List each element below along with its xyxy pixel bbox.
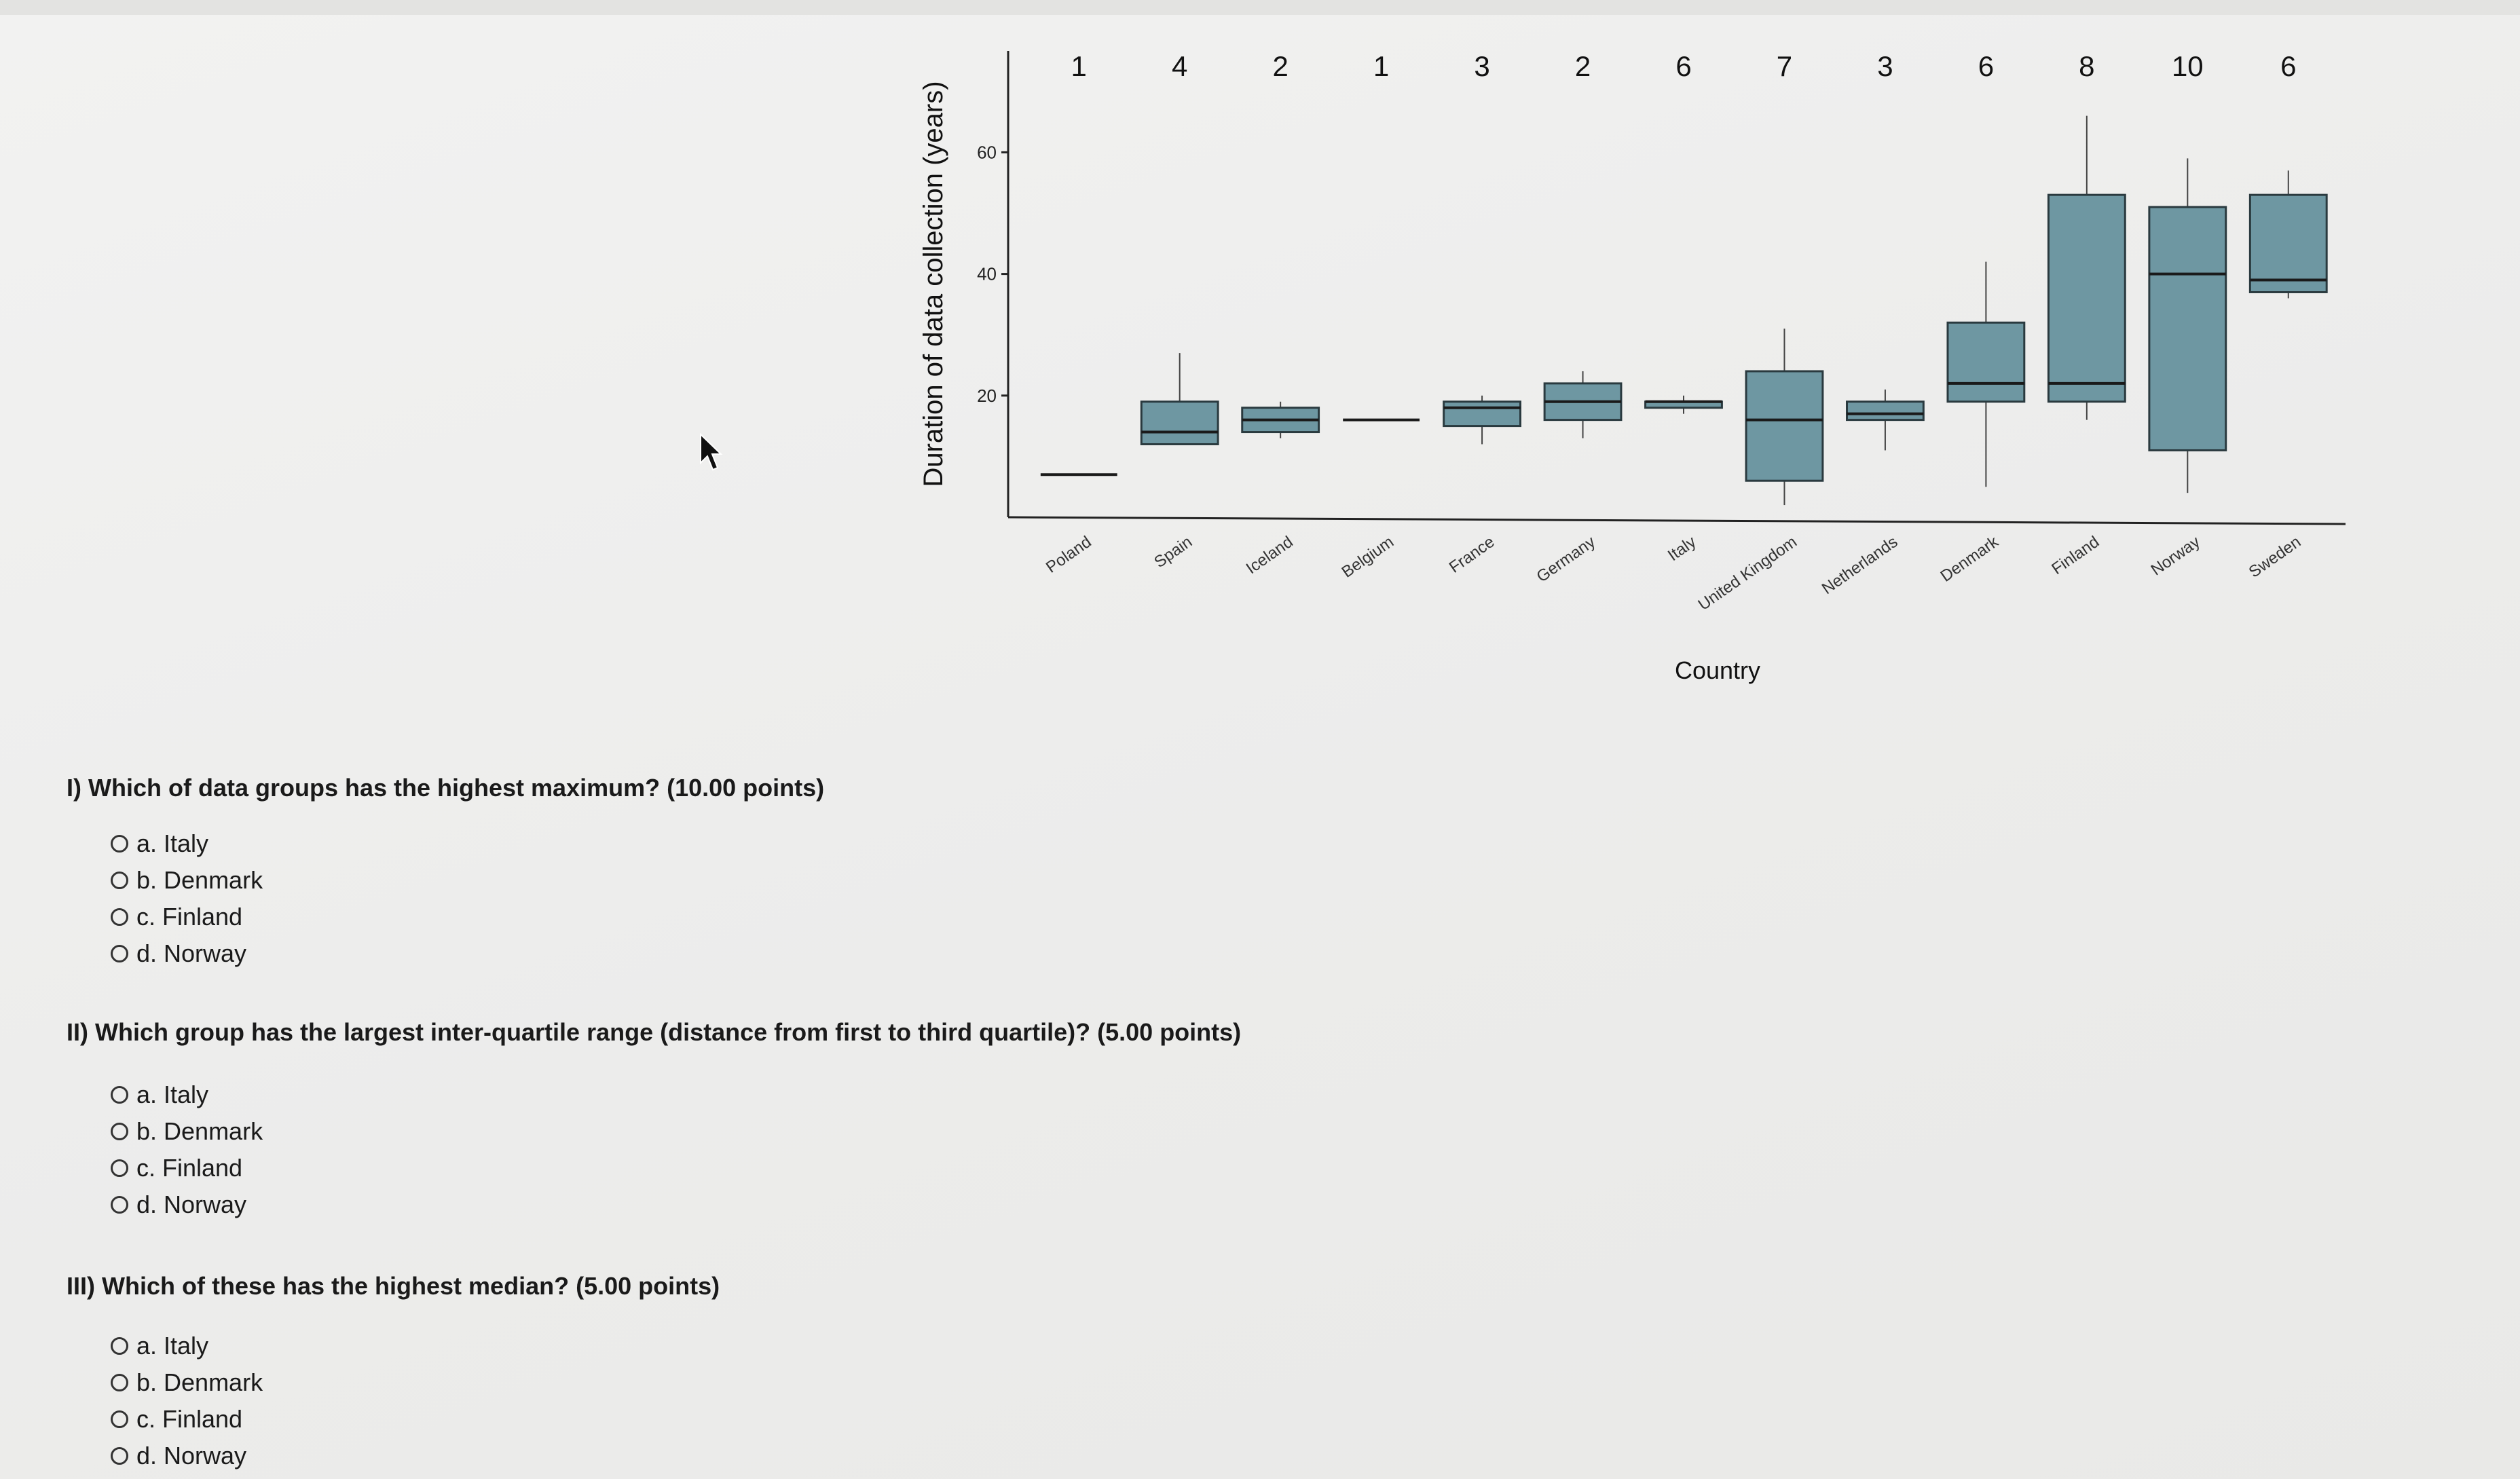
q1-option-d-label: d. Norway bbox=[136, 939, 247, 967]
box-iqr bbox=[2047, 193, 2126, 403]
question-2-text: II) Which group has the largest inter-qu… bbox=[67, 1018, 1242, 1046]
y-tick-label: 60 bbox=[977, 142, 997, 162]
q1-option-b[interactable]: b. Denmark bbox=[111, 862, 263, 899]
boxplot-chart: 20 40 60 Duration of data collection (years… bbox=[910, 34, 2356, 713]
radio-icon[interactable] bbox=[111, 1374, 128, 1391]
box-iqr bbox=[1745, 370, 1824, 482]
x-tick-label: Netherlands bbox=[1819, 533, 1902, 598]
box-iqr bbox=[2248, 193, 2328, 293]
radio-icon[interactable] bbox=[111, 1447, 128, 1465]
y-axis-title: Duration of data collection (years) bbox=[919, 81, 948, 487]
radio-icon[interactable] bbox=[111, 945, 128, 962]
sample-count-label: 4 bbox=[1172, 50, 1187, 82]
box-iqr bbox=[1846, 400, 1925, 422]
x-axis-line bbox=[1007, 516, 2346, 525]
q2-option-b-label: b. Denmark bbox=[136, 1117, 263, 1145]
x-tick-label: Poland bbox=[1043, 533, 1095, 577]
q3-option-d-label: d. Norway bbox=[136, 1442, 247, 1469]
radio-icon[interactable] bbox=[111, 1123, 128, 1140]
q3-option-c-label: c. Finland bbox=[136, 1405, 243, 1433]
radio-icon[interactable] bbox=[111, 908, 128, 926]
y-tick-label: 40 bbox=[977, 264, 997, 284]
y-tick-label: 20 bbox=[977, 386, 997, 406]
q2-option-a[interactable]: a. Italy bbox=[111, 1077, 263, 1113]
q3-option-b-label: b. Denmark bbox=[136, 1368, 263, 1396]
radio-icon[interactable] bbox=[111, 1410, 128, 1428]
q1-option-b-label: b. Denmark bbox=[136, 866, 263, 894]
x-tick-label: Finland bbox=[2048, 533, 2102, 578]
q3-option-d[interactable]: d. Norway bbox=[111, 1438, 263, 1474]
chart-svg: 20 40 60 Duration of data collection (years… bbox=[919, 50, 2346, 684]
radio-icon[interactable] bbox=[111, 1159, 128, 1177]
question-3-text: III) Which of these has the highest medi… bbox=[67, 1272, 720, 1300]
radio-icon[interactable] bbox=[111, 872, 128, 889]
question-1-options: a. Italy b. Denmark c. Finland d. Norway bbox=[111, 825, 263, 972]
radio-icon[interactable] bbox=[111, 835, 128, 853]
sample-count-label: 6 bbox=[1978, 50, 1994, 82]
q3-option-b[interactable]: b. Denmark bbox=[111, 1364, 263, 1401]
q2-option-d[interactable]: d. Norway bbox=[111, 1186, 263, 1223]
q1-option-c-label: c. Finland bbox=[136, 903, 243, 931]
box-iqr bbox=[2148, 206, 2227, 451]
box-iqr bbox=[1443, 400, 1521, 428]
sample-count-label: 7 bbox=[1777, 50, 1792, 82]
sample-count-label: 6 bbox=[1675, 50, 1691, 82]
sample-count-label: 2 bbox=[1575, 50, 1591, 82]
sample-count-label: 8 bbox=[2079, 50, 2094, 82]
x-axis-title: Country bbox=[1675, 656, 1760, 684]
q2-option-d-label: d. Norway bbox=[136, 1191, 247, 1218]
top-edge bbox=[0, 0, 2520, 15]
q2-option-b[interactable]: b. Denmark bbox=[111, 1113, 263, 1150]
q2-option-a-label: a. Italy bbox=[136, 1081, 209, 1108]
x-tick-label: Sweden bbox=[2246, 533, 2305, 582]
sample-count-label: 10 bbox=[2172, 50, 2204, 82]
q3-option-c[interactable]: c. Finland bbox=[111, 1401, 263, 1438]
q3-option-a-label: a. Italy bbox=[136, 1332, 209, 1360]
sample-count-label: 3 bbox=[1474, 50, 1489, 82]
sample-count-label: 3 bbox=[1877, 50, 1893, 82]
sample-count-label: 2 bbox=[1272, 50, 1288, 82]
sample-count-label: 1 bbox=[1373, 50, 1389, 82]
mouse-cursor-icon bbox=[700, 433, 723, 471]
q3-option-a[interactable]: a. Italy bbox=[111, 1328, 263, 1364]
q1-option-a-label: a. Italy bbox=[136, 829, 209, 857]
radio-icon[interactable] bbox=[111, 1337, 128, 1355]
x-tick-label: Spain bbox=[1151, 533, 1196, 572]
q1-option-c[interactable]: c. Finland bbox=[111, 899, 263, 935]
radio-icon[interactable] bbox=[111, 1196, 128, 1214]
box-iqr bbox=[1946, 321, 2026, 403]
x-tick-label: Germany bbox=[1534, 533, 1599, 586]
x-tick-label: Iceland bbox=[1243, 533, 1297, 578]
x-tick-label: Italy bbox=[1665, 533, 1700, 565]
x-tick-label: France bbox=[1446, 533, 1498, 577]
x-tick-label: Norway bbox=[2148, 533, 2204, 580]
q2-option-c-label: c. Finland bbox=[136, 1154, 243, 1182]
sample-count-label: 6 bbox=[2280, 50, 2296, 82]
x-tick-label: Belgium bbox=[1339, 533, 1398, 582]
q1-option-d[interactable]: d. Norway bbox=[111, 935, 263, 972]
sample-count-label: 1 bbox=[1071, 50, 1087, 82]
x-tick-label: Denmark bbox=[1938, 532, 2003, 586]
question-1-text: I) Which of data groups has the highest … bbox=[67, 774, 825, 802]
question-3-options: a. Italy b. Denmark c. Finland d. Norway bbox=[111, 1328, 263, 1474]
radio-icon[interactable] bbox=[111, 1086, 128, 1104]
q1-option-a[interactable]: a. Italy bbox=[111, 825, 263, 862]
x-tick-label: United Kingdom bbox=[1695, 533, 1800, 614]
box-iqr bbox=[1140, 400, 1219, 445]
question-2-options: a. Italy b. Denmark c. Finland d. Norway bbox=[111, 1077, 263, 1223]
q2-option-c[interactable]: c. Finland bbox=[111, 1150, 263, 1186]
